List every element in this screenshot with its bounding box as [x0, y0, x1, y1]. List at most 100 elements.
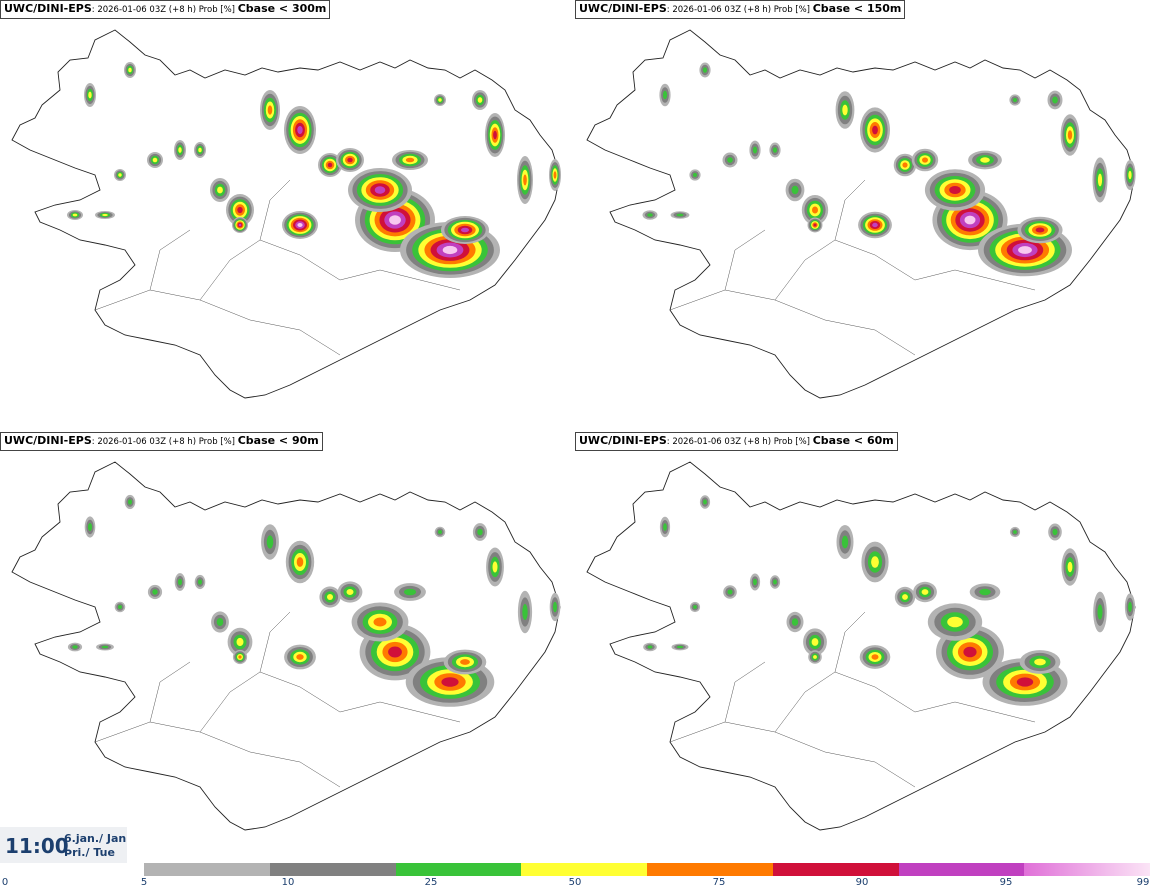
probability-contour [198, 579, 202, 585]
legend-tick-label: 99 [1136, 877, 1150, 888]
panel-title: UWC/DINI-EPS: 2026-01-06 03Z (+8 h) Prob… [0, 432, 323, 451]
probability-contour [405, 157, 415, 163]
model-name: UWC/DINI-EPS [4, 434, 92, 447]
probability-contour [791, 185, 799, 195]
region-boundary [834, 611, 866, 673]
probability-area [785, 178, 805, 202]
probability-contour [647, 213, 653, 217]
region-boundary [724, 661, 766, 723]
probability-contour [979, 588, 991, 596]
probability-contour [128, 499, 132, 505]
probability-area [147, 584, 163, 600]
probability-area [894, 586, 916, 608]
legend-swatch [521, 863, 647, 876]
probability-contour [217, 186, 223, 194]
probability-contour [88, 523, 92, 531]
probability-area [927, 603, 983, 641]
probability-contour [772, 147, 778, 153]
probability-contour [947, 616, 963, 628]
probability-area [210, 178, 230, 202]
map-panel-2: UWC/DINI-EPS: 2026-01-06 03Z (+8 h) Prob… [575, 0, 1150, 431]
model-name: UWC/DINI-EPS [579, 434, 667, 447]
probability-area [642, 210, 658, 220]
probability-area [968, 150, 1002, 170]
valid-date: 6.jan./ Jan [64, 832, 127, 845]
probability-area [689, 601, 701, 613]
probability-area [67, 210, 83, 220]
probability-area [1092, 157, 1108, 203]
probability-area [749, 573, 761, 591]
probability-contour [297, 126, 303, 134]
probability-contour [296, 654, 304, 660]
probability-area [835, 91, 855, 129]
iceland-map [586, 29, 1136, 399]
probability-area [1124, 160, 1136, 190]
probability-contour [178, 147, 182, 153]
probability-area [808, 650, 822, 664]
probability-contour [773, 579, 777, 585]
probability-area [260, 90, 280, 130]
probability-area [860, 107, 890, 153]
probability-contour [238, 223, 242, 227]
probability-contour [1016, 677, 1034, 687]
iceland-map [11, 29, 561, 399]
probability-contour [347, 157, 353, 163]
probability-contour [553, 601, 557, 613]
probability-contour [346, 589, 354, 595]
probability-area [227, 627, 253, 657]
model-name: UWC/DINI-EPS [579, 2, 667, 15]
probability-contour [101, 645, 109, 649]
probability-contour [1097, 604, 1103, 620]
probability-area [261, 524, 279, 560]
probability-area [969, 583, 1001, 601]
probability-contour [662, 90, 668, 100]
probability-contour [493, 130, 497, 140]
legend-swatch [269, 863, 396, 876]
probability-contour [441, 677, 459, 687]
probability-area [1019, 650, 1061, 674]
probability-area [769, 142, 781, 158]
probability-contour [902, 594, 908, 600]
probability-contour [1128, 170, 1132, 180]
probability-area [1017, 216, 1063, 244]
map-panel-1: UWC/DINI-EPS: 2026-01-06 03Z (+8 h) Prob… [0, 0, 575, 431]
probability-area [472, 90, 488, 110]
probability-contour [702, 67, 708, 73]
probability-contour [964, 215, 976, 225]
legend-swatch [144, 863, 270, 876]
probability-contour [460, 659, 470, 665]
probability-area [659, 516, 671, 538]
probability-contour [727, 157, 733, 163]
probability-contour [267, 105, 273, 115]
probability-area [659, 83, 671, 107]
probability-contour [88, 91, 92, 99]
probability-contour [118, 173, 122, 177]
probability-area [124, 62, 136, 78]
region-boundary [339, 269, 461, 291]
variable-name: Cbase < 60m [812, 434, 894, 447]
legend-tick-label: 50 [568, 877, 582, 888]
region-boundary [259, 611, 291, 673]
map-panel-3: UWC/DINI-EPS: 2026-01-06 03Z (+8 h) Prob… [0, 432, 575, 863]
probability-contour [477, 528, 483, 536]
probability-contour [388, 646, 402, 658]
probability-contour [663, 523, 667, 531]
probability-area [434, 526, 446, 538]
probability-area [699, 62, 711, 78]
probability-area [786, 611, 804, 633]
probability-contour [693, 605, 697, 609]
map-panel-4: UWC/DINI-EPS: 2026-01-06 03Z (+8 h) Prob… [575, 432, 1150, 863]
probability-contour [461, 227, 469, 233]
valid-weekday: Þri./ Tue [64, 846, 115, 859]
probability-contour [1067, 130, 1073, 140]
probability-area [336, 148, 364, 172]
probability-contour [477, 97, 483, 103]
probability-contour [374, 186, 386, 194]
probability-area [1009, 94, 1021, 106]
probability-area [861, 541, 889, 583]
probability-contour [871, 654, 879, 660]
probability-area [284, 644, 316, 670]
model-name: UWC/DINI-EPS [4, 2, 92, 15]
probability-area [232, 649, 248, 665]
probability-area [211, 611, 229, 633]
